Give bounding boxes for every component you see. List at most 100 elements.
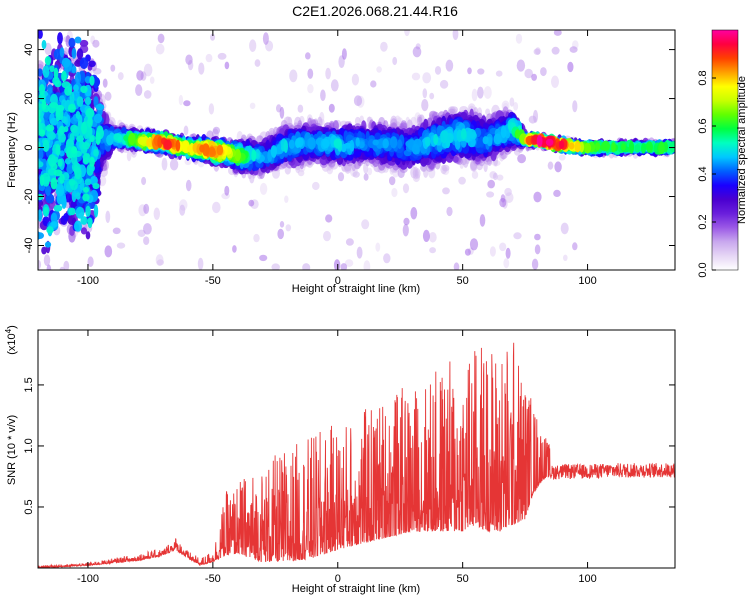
spectrogram-cell	[198, 62, 205, 75]
spectrogram-cell	[117, 72, 124, 81]
spectrogram-cell	[38, 259, 42, 270]
spectrogram-cell	[185, 54, 193, 65]
spectrogram-cell	[254, 59, 261, 67]
spectrogram-cell	[467, 67, 472, 75]
spectrogram-cell	[376, 66, 382, 73]
spectrogram-cell	[185, 179, 192, 192]
spectrogram-cell	[50, 212, 58, 224]
spectrogram-cell	[102, 78, 108, 88]
spectrogram-cell	[104, 245, 113, 258]
spectrogram-cell	[554, 161, 562, 173]
spectrogram-cell	[487, 179, 496, 189]
spectrogram-cell	[143, 223, 152, 235]
figure-title: C2E1.2026.068.21.44.R16	[292, 3, 458, 19]
spectrogram-cell	[279, 221, 285, 228]
spectrogram-cell	[428, 232, 437, 243]
spectrogram-cell	[363, 260, 371, 270]
spectrogram-cell	[531, 258, 539, 270]
spectrogram-cell	[533, 48, 541, 55]
spectrogram-cell	[486, 191, 495, 198]
spectrogram-cell	[375, 242, 381, 252]
spectrogram-cell	[212, 126, 221, 135]
spectrogram-cell	[345, 238, 354, 246]
spectrogram-cell	[551, 75, 559, 88]
spectrogram-cell	[85, 231, 91, 240]
spectrogram-cell	[534, 233, 541, 241]
spectrogram-cell	[302, 263, 311, 270]
spectrogram-cell	[402, 224, 409, 237]
spectrogram-cell	[380, 41, 388, 52]
spectrogram-cell	[136, 70, 144, 81]
spectrogram-cell	[464, 248, 471, 256]
spectrogram-cell	[504, 187, 512, 197]
spectrogram-cell	[38, 149, 44, 160]
spectrogram-cell	[79, 57, 89, 69]
spectrogram-cells	[38, 30, 675, 270]
spectrogram-cell	[547, 161, 554, 170]
spectrogram-cell	[572, 100, 578, 113]
spectrogram-cell	[372, 139, 379, 146]
spectrogram-cell	[567, 61, 574, 73]
spectrogram-cell	[161, 157, 168, 171]
spectrogram-cell	[489, 246, 496, 257]
spectrogram-cell	[429, 92, 435, 100]
spectrogram-cell	[63, 260, 70, 270]
spectrogram-cell	[104, 91, 112, 101]
spectrogram-cell	[452, 155, 459, 163]
spectrogram-cell	[483, 86, 492, 99]
spectrogram-cell	[452, 30, 459, 40]
spectrogram-cell	[284, 195, 289, 203]
spectrogram-cell	[517, 154, 526, 164]
spectrogram-cell	[363, 173, 369, 181]
spectrogram-cell	[47, 87, 53, 94]
spectrogram-cell	[453, 262, 460, 270]
spectrogram-cell	[288, 139, 295, 149]
spectrogram-cell	[43, 254, 51, 266]
spectrogram-cell	[509, 97, 515, 107]
spectrogram-cell	[469, 238, 479, 251]
spectrogram-cell	[479, 214, 486, 227]
spectrogram-cell	[179, 204, 186, 216]
spectrogram-cell	[403, 217, 410, 226]
spectrogram-cell	[540, 67, 547, 77]
spectrogram-cell	[307, 68, 314, 79]
spectrogram-cell	[569, 46, 578, 53]
spectrogram-cell	[471, 170, 479, 179]
spectrogram-cell	[289, 69, 298, 83]
spectrogram-cell	[259, 254, 268, 262]
spectrogram-cell	[422, 88, 428, 99]
spectrogram-cell	[352, 171, 360, 178]
spectrogram-cell	[439, 79, 449, 89]
spectrogram-cell	[249, 39, 257, 52]
spectrogram-cell	[383, 253, 391, 264]
spectrogram-cell	[184, 158, 192, 166]
spectrogram-cell	[370, 80, 377, 88]
spectrogram-cell	[323, 230, 331, 242]
spectrogram-cell	[212, 201, 221, 214]
spectrogram-cell	[38, 68, 43, 77]
spectrogram-cell	[493, 172, 498, 181]
spectrogram-cell	[382, 138, 389, 149]
spectrogram-cell	[458, 176, 466, 185]
spectrogram-cell	[513, 102, 519, 111]
spectrogram-cell	[143, 90, 152, 99]
spectrogram-cell	[421, 99, 429, 112]
spectrogram-cell	[61, 57, 71, 68]
spectrogram-cell	[422, 72, 432, 84]
spectrogram-cell	[93, 76, 99, 89]
spectrogram-cell	[87, 256, 94, 268]
spectrogram-cell	[524, 68, 533, 79]
spectrogram-cell	[516, 59, 526, 72]
spectrogram-cell	[330, 79, 339, 92]
spectrogram-cell	[391, 187, 398, 198]
spectrogram-cell	[312, 181, 320, 191]
spectrogram-cell	[110, 64, 116, 72]
spectrogram-cell	[534, 244, 541, 255]
spectrogram-cell	[79, 39, 89, 47]
spectrogram-cell	[253, 233, 260, 243]
spectrogram-cell	[259, 182, 268, 195]
spectrogram-cell	[361, 219, 370, 230]
spectrogram-cell	[169, 158, 179, 171]
spectrogram-cell	[141, 176, 147, 186]
